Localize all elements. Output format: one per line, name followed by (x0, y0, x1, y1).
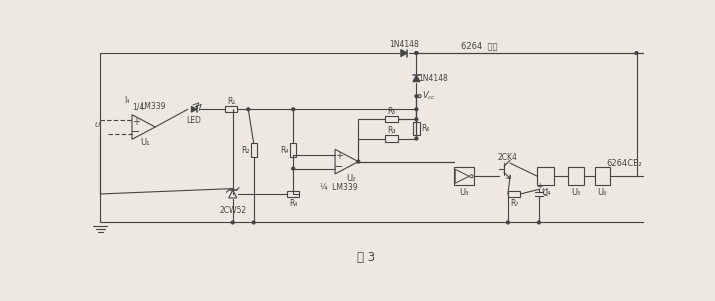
Text: 6264  电源: 6264 电源 (461, 41, 498, 50)
Circle shape (415, 137, 418, 140)
Bar (225, 106, 237, 112)
Text: LED: LED (187, 116, 202, 125)
Bar (413, 122, 420, 135)
Text: LM339: LM339 (141, 102, 166, 111)
Text: 1/4: 1/4 (132, 102, 144, 111)
Circle shape (292, 108, 295, 111)
Text: +: + (536, 182, 543, 191)
Text: R₂: R₂ (241, 146, 250, 155)
Text: ¼  LM339: ¼ LM339 (320, 182, 358, 191)
Text: U₂: U₂ (346, 174, 355, 183)
Bar (508, 191, 521, 197)
Bar (287, 191, 300, 197)
Circle shape (357, 160, 360, 163)
Circle shape (292, 167, 295, 170)
Text: R₄: R₄ (289, 199, 297, 208)
Text: U₁: U₁ (140, 138, 150, 147)
Text: C: C (543, 189, 548, 198)
Bar (250, 143, 257, 157)
Text: R₆: R₆ (421, 124, 430, 133)
Circle shape (415, 118, 418, 121)
Bar (453, 167, 474, 185)
Text: +: + (132, 116, 140, 127)
Text: −: − (131, 127, 141, 137)
Polygon shape (192, 106, 197, 112)
Bar (385, 135, 398, 141)
Circle shape (538, 221, 541, 224)
Circle shape (247, 108, 250, 111)
Bar (538, 167, 554, 185)
Text: 2CK4: 2CK4 (498, 153, 518, 162)
Circle shape (635, 52, 638, 54)
Bar (385, 116, 398, 123)
Text: +: + (335, 151, 343, 161)
Text: $V_{cc}$: $V_{cc}$ (422, 90, 436, 102)
Text: 图 3: 图 3 (357, 251, 375, 264)
Circle shape (415, 95, 418, 98)
Bar (290, 143, 296, 157)
Polygon shape (413, 75, 420, 82)
Text: R₇: R₇ (510, 199, 518, 208)
Text: 1N4148: 1N4148 (389, 40, 419, 49)
Text: I₄: I₄ (124, 96, 129, 105)
Text: U₃: U₃ (459, 188, 468, 197)
Bar (568, 167, 584, 185)
Text: U₆: U₆ (598, 188, 607, 197)
Circle shape (232, 221, 234, 224)
Text: U₅: U₅ (571, 188, 581, 197)
Polygon shape (401, 49, 408, 57)
Text: R₅: R₅ (388, 107, 396, 116)
Text: R₄: R₄ (280, 146, 289, 155)
Text: 1N4148: 1N4148 (418, 74, 448, 83)
Text: R₃: R₃ (388, 126, 396, 135)
Circle shape (252, 221, 255, 224)
Text: U: U (94, 123, 99, 129)
Text: 2CW52: 2CW52 (220, 206, 246, 216)
Text: R₁: R₁ (227, 97, 235, 106)
Text: 6264CE₂: 6264CE₂ (606, 159, 642, 168)
Circle shape (415, 108, 418, 111)
Text: U₄: U₄ (541, 188, 551, 197)
Bar (595, 167, 610, 185)
Circle shape (415, 52, 418, 54)
Circle shape (415, 52, 418, 54)
Text: −: − (334, 162, 344, 172)
Circle shape (506, 221, 509, 224)
